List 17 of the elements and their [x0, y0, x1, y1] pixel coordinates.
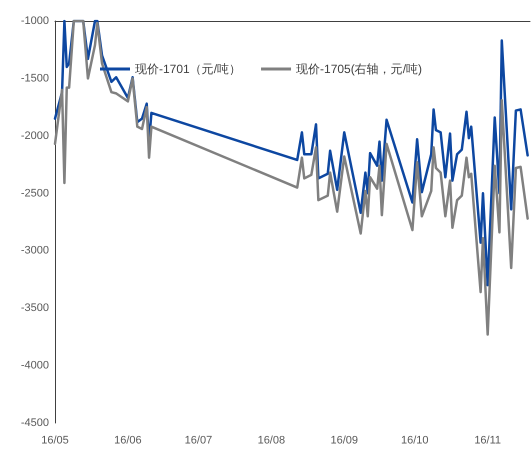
x-tick-label: 16/10 [401, 434, 429, 446]
y-tick-label: -4500 [20, 417, 49, 429]
x-tick-label: 16/05 [41, 434, 69, 446]
y-tick-label: -3500 [20, 302, 49, 314]
x-tick-label: 16/08 [258, 434, 286, 446]
legend-label: 现价-1701（元/吨） [135, 62, 242, 76]
x-tick-label: 16/09 [330, 434, 358, 446]
legend-label: 现价-1705(右轴，元/吨) [296, 62, 422, 76]
y-tick-label: -1000 [20, 15, 49, 27]
x-tick-label: 16/11 [474, 434, 502, 446]
x-tick-label: 16/07 [184, 434, 212, 446]
y-tick-label: -2500 [20, 187, 49, 200]
x-tick-label: 16/06 [114, 434, 142, 446]
y-tick-label: -2000 [20, 130, 49, 142]
y-tick-label: -1500 [20, 72, 49, 84]
y-tick-label: -4000 [20, 360, 49, 372]
y-tick-label: -3000 [20, 244, 49, 257]
